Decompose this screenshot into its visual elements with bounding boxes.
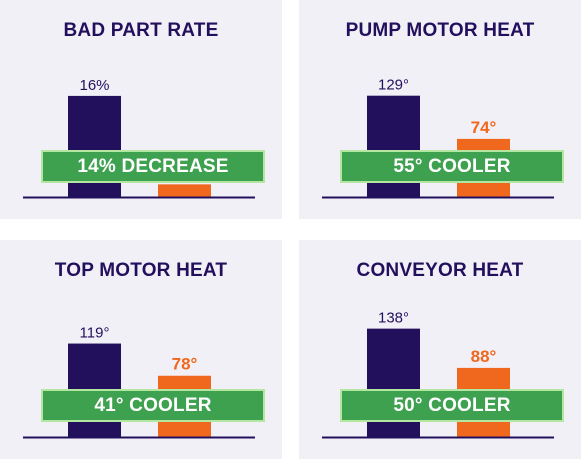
chart-title: CONVEYOR HEAT <box>356 260 524 281</box>
value-label-before: 138° <box>378 310 409 327</box>
value-label-after: 88° <box>471 347 497 366</box>
change-badge: 14% DECREASE <box>41 150 265 183</box>
chart-panel-top-motor-heat: 119° 78° TOP MOTOR HEAT 41° COOLER <box>0 240 282 459</box>
value-label-after: 78° <box>172 355 198 374</box>
value-label-before: 119° <box>80 325 110 342</box>
chart-panel-bad-part-rate: 16%2% BAD PART RATE 14% DECREASE <box>0 0 282 219</box>
change-badge: 55° COOLER <box>340 150 564 183</box>
chart-title: TOP MOTOR HEAT <box>54 260 228 281</box>
chart-title: PUMP MOTOR HEAT <box>345 20 535 41</box>
change-badge: 41° COOLER <box>41 389 265 422</box>
value-label-after: 74° <box>471 118 497 137</box>
chart-title: BAD PART RATE <box>63 20 219 41</box>
bar-after <box>158 184 211 197</box>
value-label-before: 16% <box>79 77 109 94</box>
chart-panel-conveyor-heat: 138° 88° CONVEYOR HEAT 50° COOLER <box>299 240 581 459</box>
change-badge: 50° COOLER <box>340 389 564 422</box>
value-label-before: 129° <box>378 77 409 94</box>
chart-panel-pump-motor-heat: 129° 74° PUMP MOTOR HEAT 55° COOLER <box>299 0 581 219</box>
